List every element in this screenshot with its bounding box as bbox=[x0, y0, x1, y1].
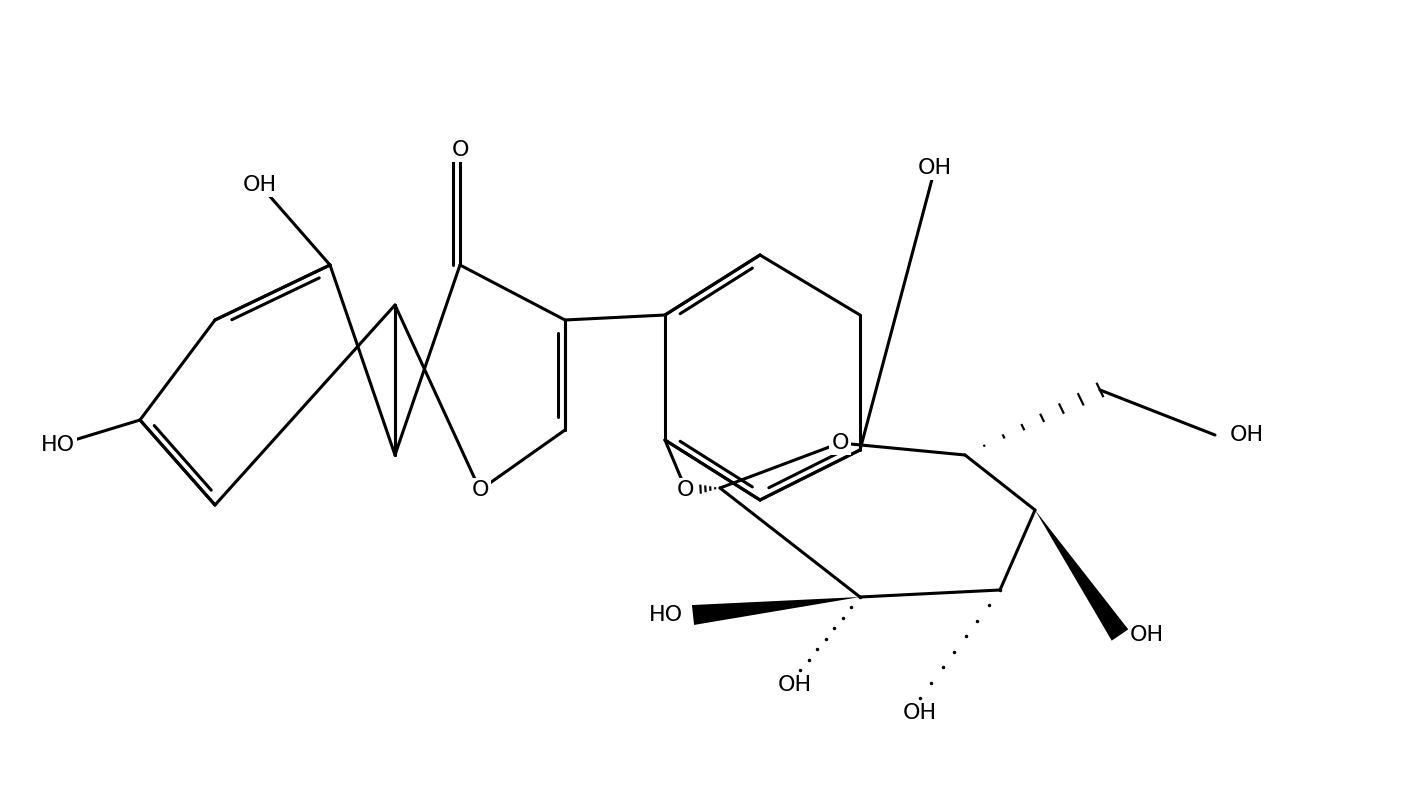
Text: HO: HO bbox=[41, 435, 75, 455]
Text: O: O bbox=[831, 433, 849, 453]
Text: HO: HO bbox=[649, 605, 683, 625]
Text: O: O bbox=[472, 480, 489, 500]
Text: OH: OH bbox=[1131, 625, 1164, 645]
Text: OH: OH bbox=[1231, 425, 1264, 445]
Polygon shape bbox=[1035, 510, 1128, 641]
Text: O: O bbox=[677, 480, 694, 500]
Text: OH: OH bbox=[903, 703, 938, 723]
Text: OH: OH bbox=[918, 158, 952, 178]
Polygon shape bbox=[691, 597, 860, 625]
Text: OH: OH bbox=[779, 675, 812, 695]
Text: O: O bbox=[451, 140, 469, 160]
Text: OH: OH bbox=[244, 175, 277, 195]
